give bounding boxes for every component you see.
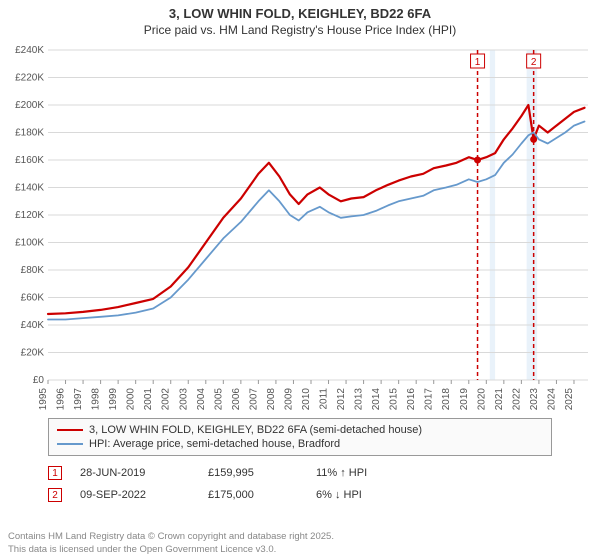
- svg-text:2004: 2004: [196, 388, 207, 411]
- svg-text:2018: 2018: [441, 388, 452, 411]
- svg-text:£40K: £40K: [21, 320, 45, 331]
- transaction-date: 28-JUN-2019: [80, 467, 190, 479]
- legend: 3, LOW WHIN FOLD, KEIGHLEY, BD22 6FA (se…: [48, 418, 552, 456]
- svg-text:2007: 2007: [248, 388, 259, 411]
- legend-swatch: [57, 443, 83, 445]
- table-row: 2 09-SEP-2022 £175,000 6% ↓ HPI: [48, 484, 552, 506]
- svg-text:2025: 2025: [564, 388, 575, 411]
- transaction-delta: 11% ↑ HPI: [316, 467, 426, 479]
- table-row: 1 28-JUN-2019 £159,995 11% ↑ HPI: [48, 462, 552, 484]
- chart-title-address: 3, LOW WHIN FOLD, KEIGHLEY, BD22 6FA: [0, 6, 600, 23]
- transaction-price: £175,000: [208, 489, 298, 501]
- transactions-table: 1 28-JUN-2019 £159,995 11% ↑ HPI 2 09-SE…: [48, 462, 552, 506]
- svg-text:£140K: £140K: [15, 183, 44, 194]
- svg-text:2023: 2023: [529, 388, 540, 411]
- svg-text:2024: 2024: [546, 388, 557, 411]
- svg-text:£120K: £120K: [15, 210, 44, 221]
- svg-text:£80K: £80K: [21, 265, 45, 276]
- chart-area: £0 £20K £40K £60K £80K £100K £120K £140K £160K £1…: [0, 42, 600, 412]
- svg-text:2002: 2002: [161, 388, 172, 411]
- svg-text:2022: 2022: [511, 388, 522, 411]
- svg-text:2000: 2000: [126, 388, 137, 411]
- svg-text:£240K: £240K: [15, 45, 44, 56]
- chart-title-block: 3, LOW WHIN FOLD, KEIGHLEY, BD22 6FA Pri…: [0, 0, 600, 38]
- transaction-price: £159,995: [208, 467, 298, 479]
- svg-text:2014: 2014: [371, 388, 382, 411]
- svg-text:2001: 2001: [143, 388, 154, 411]
- footer-line: This data is licensed under the Open Gov…: [8, 544, 334, 556]
- transaction-date: 09-SEP-2022: [80, 489, 190, 501]
- svg-text:2013: 2013: [354, 388, 365, 411]
- svg-text:2015: 2015: [389, 388, 400, 411]
- legend-row: HPI: Average price, semi-detached house,…: [57, 437, 543, 451]
- legend-row: 3, LOW WHIN FOLD, KEIGHLEY, BD22 6FA (se…: [57, 423, 543, 437]
- svg-text:1: 1: [475, 57, 481, 68]
- svg-text:2: 2: [531, 57, 537, 68]
- svg-text:£160K: £160K: [15, 155, 44, 166]
- svg-text:£220K: £220K: [15, 73, 44, 84]
- svg-text:2009: 2009: [283, 388, 294, 411]
- transaction-marker: 1: [48, 466, 62, 480]
- svg-text:1998: 1998: [91, 388, 102, 411]
- svg-text:2016: 2016: [406, 388, 417, 411]
- svg-text:2005: 2005: [213, 388, 224, 411]
- svg-text:£180K: £180K: [15, 128, 44, 139]
- legend-label: HPI: Average price, semi-detached house,…: [89, 438, 340, 450]
- svg-text:2012: 2012: [336, 388, 347, 411]
- svg-text:2006: 2006: [231, 388, 242, 411]
- svg-text:£100K: £100K: [15, 238, 44, 249]
- footer-attribution: Contains HM Land Registry data © Crown c…: [8, 531, 334, 556]
- chart-svg: £0 £20K £40K £60K £80K £100K £120K £140K £160K £1…: [0, 42, 600, 412]
- legend-swatch: [57, 429, 83, 431]
- svg-text:1999: 1999: [108, 388, 119, 411]
- svg-text:1997: 1997: [73, 388, 84, 411]
- svg-text:2011: 2011: [319, 388, 330, 410]
- svg-text:2019: 2019: [459, 388, 470, 411]
- legend-label: 3, LOW WHIN FOLD, KEIGHLEY, BD22 6FA (se…: [89, 424, 422, 436]
- svg-text:1995: 1995: [38, 388, 49, 411]
- svg-text:£0: £0: [33, 375, 45, 386]
- transaction-delta: 6% ↓ HPI: [316, 489, 426, 501]
- transaction-marker: 2: [48, 488, 62, 502]
- svg-text:1996: 1996: [56, 388, 67, 411]
- svg-text:2003: 2003: [178, 388, 189, 411]
- svg-text:2008: 2008: [266, 388, 277, 411]
- svg-text:£60K: £60K: [21, 293, 45, 304]
- footer-line: Contains HM Land Registry data © Crown c…: [8, 531, 334, 543]
- svg-text:2020: 2020: [476, 388, 487, 411]
- svg-text:2017: 2017: [424, 388, 435, 411]
- svg-text:2010: 2010: [301, 388, 312, 411]
- chart-title-subtitle: Price paid vs. HM Land Registry's House …: [0, 23, 600, 39]
- svg-text:2021: 2021: [494, 388, 505, 411]
- svg-text:£20K: £20K: [21, 348, 45, 359]
- svg-text:£200K: £200K: [15, 100, 44, 111]
